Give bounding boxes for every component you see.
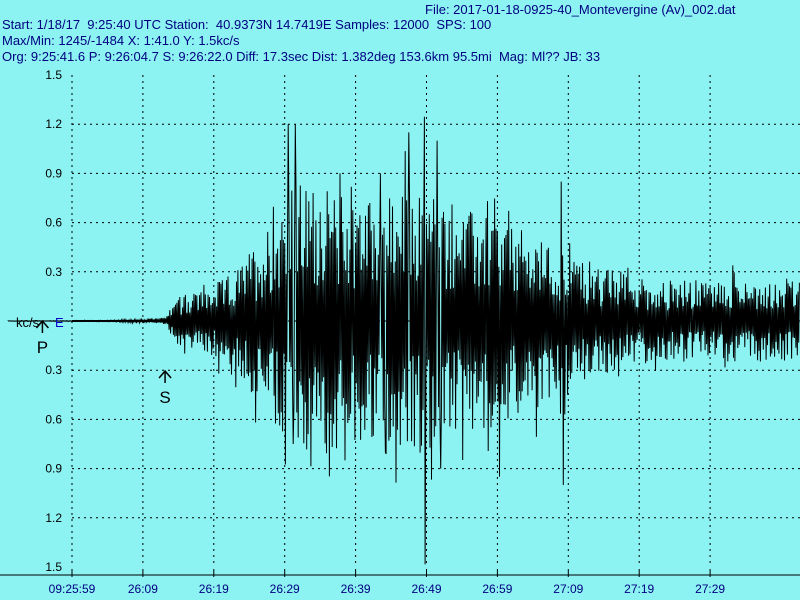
start-station-info: Start: 1/18/17 9:25:40 UTC Station: 40.9… bbox=[2, 17, 492, 32]
x-tick-label: 27:09 bbox=[553, 582, 583, 596]
x-axis-ticks: 09:25:59 26:09 26:19 26:29 26:39 26:49 26:59 27… bbox=[49, 569, 725, 596]
y-tick-label: 1.2 bbox=[45, 511, 62, 525]
file-name-label: File: 2017-01-18-0925-40_Montevergine (A… bbox=[425, 2, 736, 17]
y-tick-label: 0.3 bbox=[45, 265, 62, 279]
seismic-trace bbox=[7, 116, 800, 565]
max-min-info: Max/Min: 1245/-1484 X: 1:41.0 Y: 1.5kc/s bbox=[2, 33, 240, 48]
origin-phase-info: Org: 9:25:41.6 P: 9:26:04.7 S: 9:26:22.0… bbox=[2, 49, 601, 64]
x-tick-label: 27:19 bbox=[624, 582, 654, 596]
phase-marker-label: P bbox=[37, 338, 48, 357]
y-tick-label: 0.9 bbox=[45, 166, 62, 180]
x-tick-label: 26:49 bbox=[411, 582, 441, 596]
x-tick-label: 26:19 bbox=[199, 582, 229, 596]
x-tick-label: 27:29 bbox=[695, 582, 725, 596]
x-tick-label: 26:59 bbox=[482, 582, 512, 596]
y-tick-label: 0.9 bbox=[45, 462, 62, 476]
unit-label: kc/s bbox=[16, 315, 40, 330]
x-tick-label: 26:09 bbox=[128, 582, 158, 596]
x-tick-label: 09:25:59 bbox=[49, 582, 96, 596]
phase-marker-label: S bbox=[159, 388, 170, 407]
y-tick-label: 1.2 bbox=[45, 117, 62, 131]
y-tick-label: 0.6 bbox=[45, 412, 62, 426]
x-tick-label: 26:29 bbox=[270, 582, 300, 596]
channel-label: E bbox=[55, 315, 64, 330]
y-tick-label: 1.5 bbox=[45, 560, 62, 574]
y-tick-label: 0.3 bbox=[45, 363, 62, 377]
y-axis-ticks: 1.5 1.2 0.9 0.6 0.3 0.3 0.6 0.9 1.2 1.5 bbox=[45, 68, 62, 574]
y-tick-label: 1.5 bbox=[45, 68, 62, 82]
trace-line bbox=[7, 116, 800, 565]
phase-marker-s: S bbox=[158, 369, 172, 407]
y-tick-label: 0.6 bbox=[45, 216, 62, 230]
phase-markers: PS bbox=[35, 319, 172, 407]
x-tick-label: 26:39 bbox=[341, 582, 371, 596]
phase-marker-p: P bbox=[35, 319, 49, 357]
